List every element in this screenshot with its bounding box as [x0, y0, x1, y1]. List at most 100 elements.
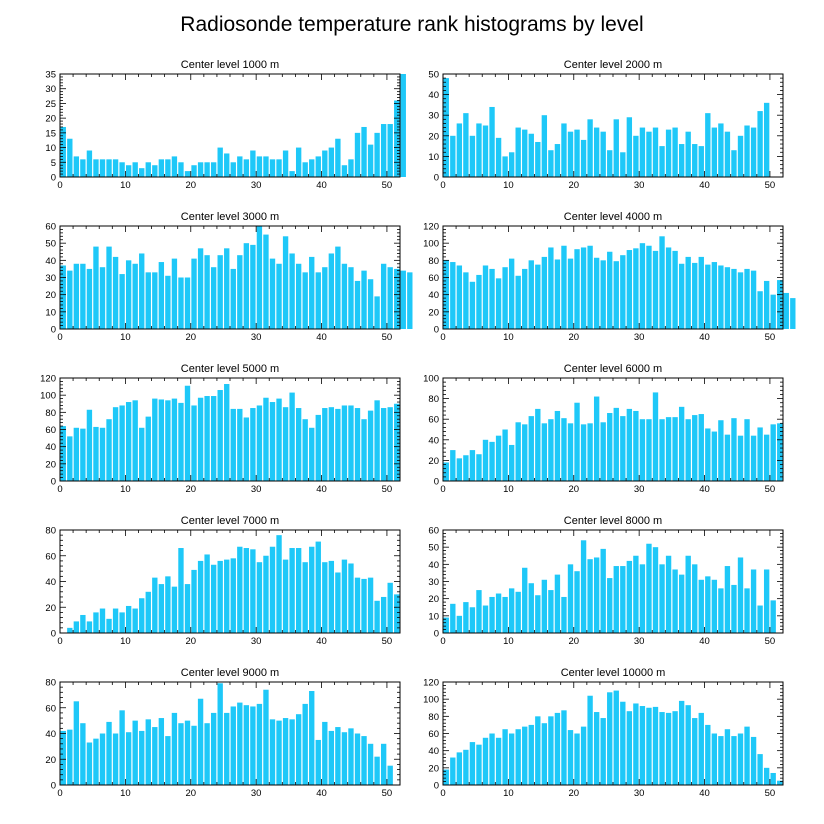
bar: [744, 419, 750, 481]
bar: [73, 701, 80, 785]
bar: [341, 263, 348, 329]
bar: [633, 135, 639, 177]
bar: [380, 263, 387, 329]
bar: [580, 247, 587, 329]
bar: [171, 712, 178, 785]
bar: [672, 127, 678, 177]
bar: [302, 272, 308, 329]
y-tick-label: 0: [434, 477, 439, 488]
y-tick-label: 50: [428, 543, 439, 554]
bar: [508, 588, 515, 633]
bar: [528, 583, 534, 633]
bar: [230, 162, 236, 177]
bar: [191, 405, 197, 481]
bar: [705, 428, 711, 481]
bar: [309, 691, 315, 785]
bar: [705, 724, 711, 785]
bar: [237, 255, 243, 329]
chart-panel-3: Center level 3000 m 0 10 20 30 40 50 0 10 20 30 40 5…: [45, 211, 413, 343]
bar: [587, 119, 593, 177]
y-tick-label: 100: [40, 391, 56, 402]
y-tick-label: 40: [428, 435, 439, 446]
bar: [580, 424, 587, 481]
bar: [613, 261, 619, 329]
panel-title: Center level 10000 m: [561, 667, 666, 679]
bar: [256, 703, 263, 785]
bar: [763, 102, 770, 177]
bar: [678, 263, 685, 329]
y-tick-label: 0: [434, 781, 439, 792]
x-tick-label: 50: [765, 332, 776, 343]
y-tick-label: 0: [51, 325, 56, 336]
bar: [328, 730, 335, 785]
bar: [692, 718, 698, 785]
y-tick-label: 20: [45, 114, 56, 125]
bar: [443, 617, 449, 633]
y-tick-label: 60: [428, 729, 439, 740]
bar: [93, 738, 99, 785]
bar: [665, 555, 672, 633]
bar: [718, 588, 724, 633]
bar: [302, 419, 308, 481]
bar: [678, 406, 685, 481]
bar: [315, 272, 321, 329]
bar: [224, 384, 230, 481]
bar: [217, 560, 223, 633]
bar: [685, 555, 691, 633]
bar: [678, 700, 685, 785]
bar: [125, 260, 132, 329]
bar: [106, 246, 112, 329]
bar: [685, 419, 691, 481]
bar: [184, 171, 191, 177]
bar: [633, 410, 639, 481]
bar: [341, 732, 348, 785]
bar: [328, 407, 335, 481]
bar: [548, 590, 554, 633]
y-tick-label: 60: [45, 222, 56, 233]
bar: [495, 737, 502, 785]
bar: [158, 399, 165, 481]
bar: [269, 258, 276, 329]
bar: [374, 600, 380, 633]
bar: [119, 162, 125, 177]
bar: [554, 712, 561, 785]
bar: [276, 398, 282, 481]
bar: [295, 714, 302, 785]
bar: [692, 262, 698, 329]
bar: [269, 546, 276, 633]
y-tick-label: 10: [428, 611, 439, 622]
bar: [646, 245, 652, 329]
bar: [711, 733, 718, 785]
bar: [374, 756, 380, 785]
bar: [191, 569, 197, 633]
bar: [567, 423, 574, 481]
bar: [593, 557, 600, 633]
y-tick-label: 40: [428, 90, 439, 101]
x-tick-label: 10: [120, 636, 131, 647]
bar: [685, 705, 691, 785]
bar: [705, 576, 711, 633]
bar: [698, 146, 704, 177]
bar: [620, 255, 626, 329]
bar: [750, 435, 757, 481]
bar: [502, 729, 508, 785]
bar: [394, 403, 400, 481]
bar: [522, 129, 528, 177]
bar: [276, 159, 282, 177]
bar: [482, 737, 489, 785]
bar: [374, 296, 380, 329]
bar: [361, 578, 367, 633]
bar: [322, 408, 328, 481]
bar: [613, 690, 619, 785]
bar: [374, 132, 380, 177]
bar: [548, 150, 554, 177]
x-tick-label: 50: [382, 788, 393, 799]
bar: [237, 156, 243, 177]
bar: [528, 416, 534, 481]
bar: [99, 159, 106, 177]
bar: [93, 246, 99, 329]
bar: [600, 548, 606, 633]
x-tick-label: 10: [120, 180, 131, 191]
bar: [394, 100, 400, 177]
bar: [165, 736, 171, 785]
